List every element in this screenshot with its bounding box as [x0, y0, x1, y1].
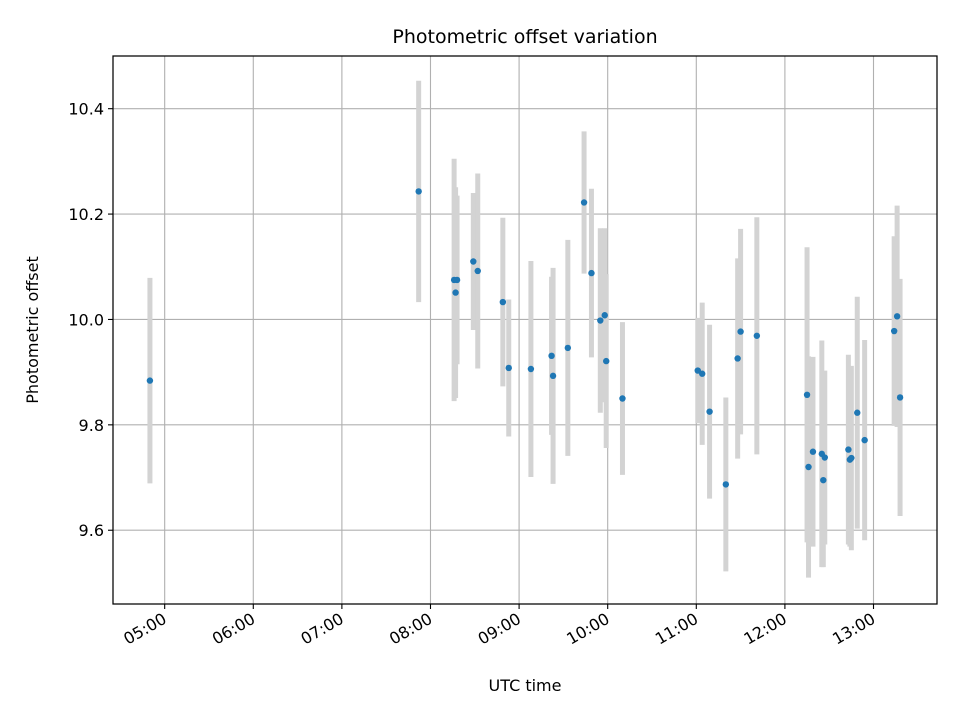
data-point: [470, 258, 477, 265]
y-axis-label: Photometric offset: [23, 256, 42, 404]
data-point: [564, 344, 572, 352]
data-point: [803, 391, 811, 399]
data-point: [699, 370, 706, 377]
data-point: [896, 394, 904, 401]
data-point: [805, 463, 812, 471]
data-point: [854, 409, 861, 416]
data-point: [146, 377, 154, 384]
data-point: [706, 408, 713, 415]
y-tick-label: 9.6: [79, 521, 104, 540]
data-point: [527, 365, 535, 373]
data-point: [845, 446, 852, 453]
data-point: [619, 395, 626, 402]
data-point: [601, 312, 608, 319]
data-point: [580, 199, 588, 206]
data-point: [893, 313, 901, 320]
y-tick-label: 10.0: [68, 310, 104, 329]
data-point: [809, 448, 817, 455]
y-axis: 9.6 9.8 10.0 10.2 10.4: [68, 100, 113, 540]
y-tick-label: 9.8: [79, 416, 104, 435]
data-point: [861, 436, 868, 444]
data-point: [505, 364, 512, 372]
y-tick-label: 10.2: [68, 205, 104, 224]
data-points: [146, 188, 904, 488]
chart-title: Photometric offset variation: [392, 26, 657, 48]
data-point: [415, 188, 422, 195]
data-point: [603, 357, 610, 365]
data-point: [722, 481, 730, 488]
data-point: [820, 476, 827, 484]
data-point: [499, 298, 507, 306]
data-point: [734, 355, 741, 362]
data-point: [737, 328, 744, 335]
x-axis-label: UTC time: [489, 676, 562, 695]
data-point: [548, 352, 555, 360]
data-point: [474, 267, 481, 275]
data-point: [452, 289, 459, 296]
data-point: [753, 332, 761, 339]
plot-frame: [112, 55, 938, 605]
data-point: [597, 317, 604, 324]
data-point: [848, 454, 855, 462]
data-point: [453, 276, 461, 284]
data-point: [694, 367, 701, 374]
data-point: [890, 327, 898, 335]
data-point: [588, 269, 595, 277]
data-point: [549, 372, 557, 380]
y-tick-label: 10.4: [68, 100, 104, 119]
data-point: [821, 454, 828, 461]
